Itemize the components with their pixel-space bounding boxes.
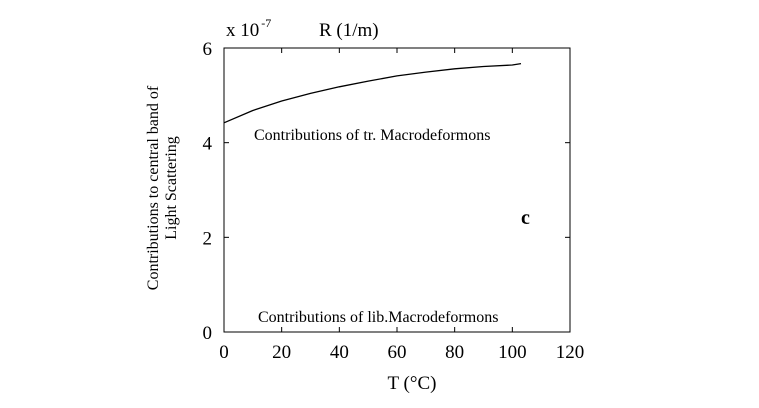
- annotation-tr-macrodeformons: Contributions of tr. Macrodeformons: [254, 127, 490, 144]
- annotation-lib-macrodeformons: Contributions of lib.Macrodeformons: [258, 309, 498, 326]
- y-ticks: 0 2 4 6: [203, 39, 570, 344]
- scale-label: x 10 -7: [226, 16, 271, 41]
- x-ticks: 0 20 40 60 80 100 120: [219, 48, 584, 363]
- x-tick-label-4: 80: [445, 342, 464, 363]
- x-tick-label-2: 40: [330, 342, 349, 363]
- y-tick-label-2: 4: [203, 134, 213, 155]
- x-tick-label-6: 120: [556, 342, 585, 363]
- scale-exponent: -7: [261, 16, 271, 30]
- y-axis-label-line2: Light Scattering: [163, 136, 180, 240]
- unit-label: R (1/m): [319, 20, 379, 41]
- x-axis-label: T (°C): [388, 373, 437, 394]
- x-tick-label-0: 0: [219, 342, 229, 363]
- series-line-0: [223, 62, 522, 124]
- plot-area: [223, 47, 571, 333]
- y-tick-label-1: 2: [203, 228, 213, 249]
- panel-letter: c: [521, 207, 530, 229]
- x-tick-label-1: 20: [272, 342, 291, 363]
- scale-base: x 10: [226, 20, 259, 41]
- y-axis-label-line1: Contributions to central band of: [145, 85, 162, 290]
- x-tick-label-3: 60: [388, 342, 407, 363]
- y-tick-label-0: 0: [203, 323, 213, 344]
- series-group: [223, 62, 522, 124]
- y-tick-label-3: 6: [203, 39, 213, 60]
- x-tick-label-5: 100: [498, 342, 527, 363]
